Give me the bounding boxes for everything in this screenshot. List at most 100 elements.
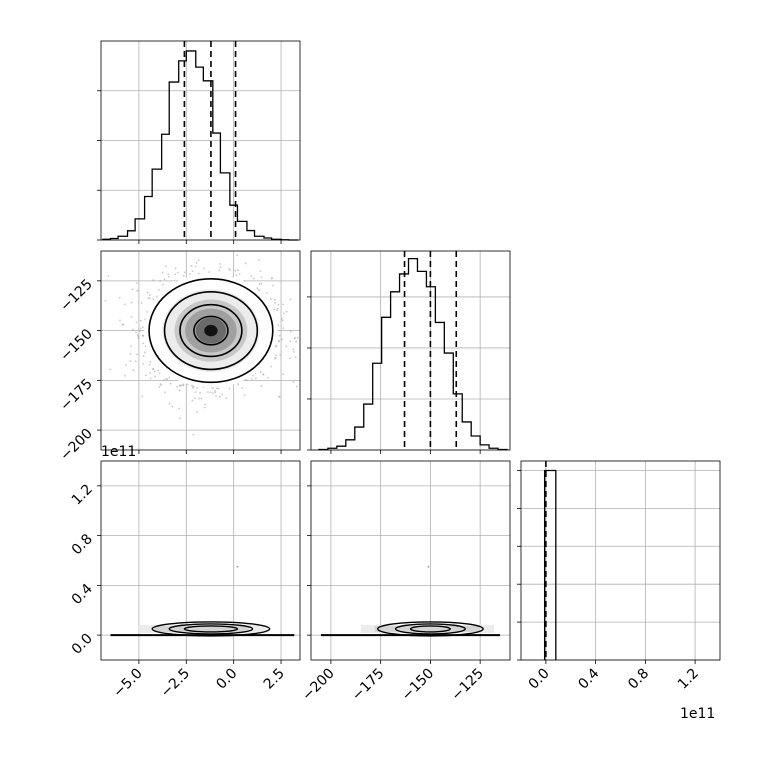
scatter-point: [152, 298, 155, 301]
scatter-point: [178, 389, 181, 392]
panel-frame: [310, 460, 511, 661]
scatter-point: [141, 395, 144, 398]
scatter-point: [212, 387, 215, 390]
scatter-point: [197, 245, 199, 247]
scatter-point: [138, 330, 141, 332]
scatter-point: [154, 375, 156, 378]
density-level: [374, 625, 481, 632]
offset-label-x-param-3: 1e11: [680, 706, 715, 722]
scatter-point: [139, 327, 142, 330]
scatter-point: [275, 309, 278, 312]
scatter-point: [241, 387, 244, 389]
scatter-point: [135, 321, 138, 324]
scatter-point: [237, 383, 240, 386]
scatter-point: [148, 297, 151, 300]
scatter-point: [250, 378, 253, 380]
scatter-point: [135, 331, 137, 334]
scatter-point: [107, 275, 110, 278]
scatter-point: [149, 361, 152, 363]
panel-frame: [310, 250, 511, 451]
scatter-point: [236, 254, 238, 257]
scatter-point: [277, 324, 280, 327]
scatter-point: [130, 316, 133, 318]
scatter-point: [131, 288, 134, 291]
scatter-point: [152, 279, 155, 281]
contour-line: [163, 290, 259, 371]
scatter-point: [146, 291, 149, 294]
scatter-point: [158, 372, 161, 375]
scatter-point: [140, 302, 143, 304]
scatter-point: [306, 309, 308, 311]
scatter-point: [281, 318, 283, 320]
scatter-point: [258, 283, 261, 286]
scatter-point: [265, 292, 268, 294]
scatter-point: [209, 391, 212, 394]
scatter-point: [427, 565, 430, 568]
y-tick-label: −200: [57, 426, 96, 465]
scatter-point: [281, 319, 284, 322]
panel-joint-param-2-vs-param-1: −200 −175 −150 −125: [57, 245, 308, 465]
scatter-point: [130, 345, 132, 348]
scatter-point: [255, 377, 257, 380]
scatter-point: [136, 334, 139, 336]
scatter-point: [145, 374, 147, 377]
scatter-point: [237, 269, 239, 272]
y-tick-label: 0.0: [69, 631, 96, 658]
histogram-step: [102, 50, 299, 241]
scatter-point: [270, 277, 273, 280]
panel-frame: [100, 40, 301, 241]
scatter-point: [118, 296, 121, 299]
scatter-point: [228, 387, 231, 390]
scatter-point: [278, 395, 281, 398]
scatter-point: [252, 277, 255, 280]
scatter-point: [158, 386, 161, 388]
scatter-point: [163, 379, 166, 381]
scatter-point: [148, 363, 151, 366]
scatter-point: [204, 403, 207, 406]
scatter-point: [275, 354, 278, 357]
scatter-point: [124, 374, 127, 377]
scatter-point: [153, 370, 156, 373]
scatter-point: [139, 319, 142, 322]
contour-line: [168, 623, 254, 635]
scatter-point: [260, 276, 263, 279]
scatter-point: [179, 385, 182, 388]
scatter-point: [196, 387, 198, 390]
x-tick-label: 1.2: [675, 666, 702, 693]
scatter-point: [269, 298, 272, 301]
scatter-point: [121, 323, 124, 326]
scatter-point: [188, 273, 191, 275]
scatter-point: [149, 372, 151, 374]
x-tick-label: 2.5: [261, 666, 288, 693]
scatter-point: [165, 265, 167, 267]
scatter-point: [178, 417, 181, 420]
scatter-point: [176, 385, 179, 388]
scatter-point: [141, 334, 144, 337]
scatter-point: [289, 357, 291, 360]
scatter-point: [132, 328, 134, 331]
scatter-point: [217, 387, 220, 390]
scatter-point: [129, 353, 132, 355]
scatter-point: [148, 293, 151, 296]
scatter-point: [174, 267, 177, 270]
scatter-point: [165, 377, 168, 380]
scatter-point: [282, 373, 285, 375]
scatter-point: [159, 280, 162, 282]
scatter-point: [285, 345, 288, 348]
scatter-point: [119, 319, 121, 322]
x-tick-label: 0.4: [575, 665, 602, 692]
scatter-point: [192, 385, 195, 388]
scatter-point: [123, 303, 126, 306]
scatter-point: [289, 298, 292, 301]
panel-marginal-param-1: [97, 40, 301, 244]
x-tick-label: 0.0: [213, 666, 240, 693]
panel-joint-param-3-vs-param-1: −5.0 −2.5 0.0 2.5 0.0 0.4 0.8 1.2: [69, 460, 301, 701]
scatter-point: [142, 355, 145, 358]
scatter-point: [271, 284, 274, 287]
scatter-point: [260, 282, 263, 285]
scatter-point: [259, 371, 262, 374]
x-tick-label: 0.8: [625, 666, 652, 693]
contour-line: [394, 623, 466, 635]
scatter-point: [182, 383, 185, 386]
scatter-point: [213, 389, 216, 392]
